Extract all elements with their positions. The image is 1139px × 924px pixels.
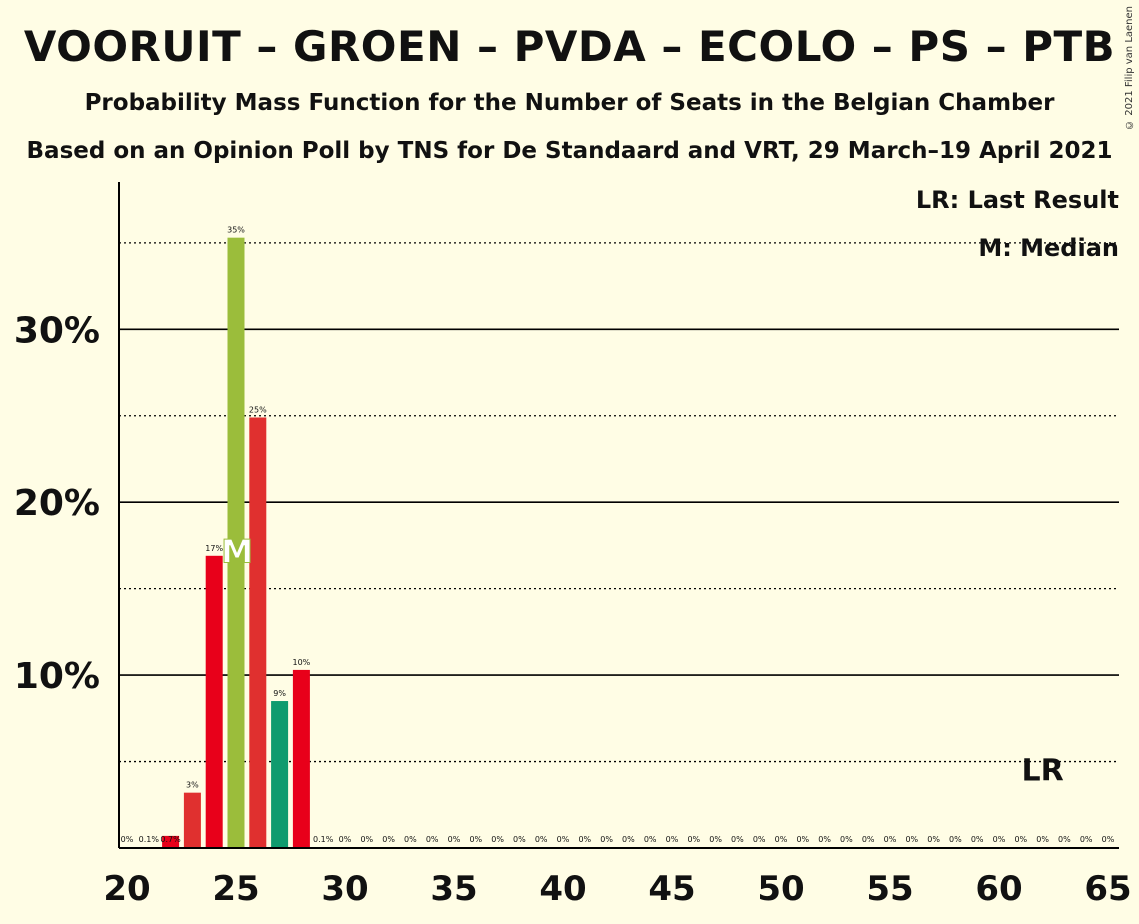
bar-value-label: 0%: [818, 835, 831, 844]
legend-last-result: LR: Last Result: [915, 186, 1119, 214]
bar-value-label: 0%: [687, 835, 700, 844]
bar-seat-28: [292, 669, 310, 848]
bar-value-label: 0%: [121, 835, 134, 844]
bar-value-label: 0%: [360, 835, 373, 844]
y-tick-label: 10%: [14, 656, 100, 697]
bar-seat-27: [271, 701, 289, 848]
bar-value-label: 0%: [796, 835, 809, 844]
bar-value-label: 0%: [775, 835, 788, 844]
bar-value-label: 0%: [578, 835, 591, 844]
bar-value-label: 0%: [557, 835, 570, 844]
bar-value-label: 0%: [513, 835, 526, 844]
bar-value-label: 0%: [709, 835, 722, 844]
bar-value-label: 0%: [1080, 835, 1093, 844]
x-tick-label: 65: [1084, 869, 1131, 909]
bar-value-label: 0%: [644, 835, 657, 844]
bar-value-label: 25%: [249, 405, 267, 414]
bar-value-label: 9%: [273, 689, 286, 698]
x-tick-label: 50: [757, 869, 804, 909]
last-result-marker: LR: [1021, 754, 1063, 789]
bar-value-label: 10%: [293, 658, 311, 667]
bar-value-label: 17%: [205, 544, 223, 553]
bar-value-label: 0%: [600, 835, 613, 844]
bar-value-label: 0%: [1102, 835, 1115, 844]
bar-value-label: 0%: [993, 835, 1006, 844]
bar-value-label: 0%: [382, 835, 395, 844]
y-tick-label: 30%: [14, 310, 100, 351]
bar-value-label: 0%: [753, 835, 766, 844]
bar-value-label: 0%: [840, 835, 853, 844]
bar-value-label: 0%: [622, 835, 635, 844]
bar-seat-24: [205, 555, 223, 848]
bar-value-label: 0%: [404, 835, 417, 844]
bar-value-label: 0%: [862, 835, 875, 844]
bar-seat-22: [162, 835, 180, 848]
x-tick-label: 40: [539, 869, 586, 909]
bar-value-label: 0.1%: [313, 835, 334, 844]
y-tick-label: 20%: [14, 483, 100, 524]
x-tick-label: 30: [321, 869, 368, 909]
bar-value-label: 0%: [884, 835, 897, 844]
bar-value-label: 0%: [426, 835, 439, 844]
x-tick-label: 25: [212, 869, 259, 909]
bar-value-label: 0%: [1014, 835, 1027, 844]
bar-value-label: 0.7%: [160, 835, 181, 844]
chart-subtitle: Probability Mass Function for the Number…: [84, 90, 1055, 116]
legend-median: M: Median: [978, 234, 1119, 262]
chart-title: VOORUIT – GROEN – PVDA – ECOLO – PS – PT…: [23, 22, 1116, 71]
bar-value-label: 0%: [927, 835, 940, 844]
bar-value-label: 35%: [227, 226, 245, 235]
chart-source: Based on an Opinion Poll by TNS for De S…: [26, 138, 1113, 164]
bar-value-label: 0%: [949, 835, 962, 844]
bar-seat-26: [249, 417, 267, 848]
bar-value-label: 0%: [535, 835, 548, 844]
bar-seat-25: [227, 237, 245, 849]
bar-value-label: 0%: [1058, 835, 1071, 844]
bar-value-label: 3%: [186, 781, 199, 790]
x-tick-label: 35: [430, 869, 477, 909]
bar-value-label: 0%: [666, 835, 679, 844]
x-tick-label: 45: [648, 869, 695, 909]
bar-value-label: 0%: [339, 835, 352, 844]
bar-value-label: 0%: [448, 835, 461, 844]
median-marker: M: [221, 533, 253, 571]
x-tick-label: 20: [103, 869, 150, 909]
bar-value-label: 0%: [905, 835, 918, 844]
x-tick-label: 60: [975, 869, 1022, 909]
bar-value-label: 0%: [1036, 835, 1049, 844]
x-tick-label: 55: [866, 869, 913, 909]
bar-value-label: 0%: [469, 835, 482, 844]
bar-value-label: 0%: [971, 835, 984, 844]
bar-seat-23: [183, 792, 201, 848]
bar-value-label: 0%: [491, 835, 504, 844]
bar-value-label: 0%: [731, 835, 744, 844]
bar-value-label: 0.1%: [139, 835, 160, 844]
